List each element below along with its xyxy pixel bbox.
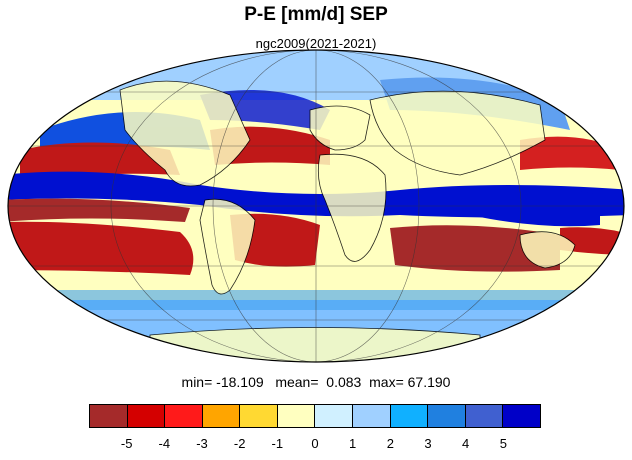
colorbar-segment (315, 405, 354, 427)
max-value: 67.190 (407, 374, 451, 390)
colorbar-segment (503, 405, 540, 427)
mean-value: 0.083 (326, 374, 362, 390)
colorbar-tick-label: 1 (349, 436, 357, 451)
min-value: -18.109 (216, 374, 264, 390)
colorbar-tick-label: -5 (120, 436, 133, 451)
se-pacific-dry (8, 221, 194, 275)
australia (519, 231, 576, 269)
plot-title: P-E [mm/d] SEP (244, 4, 388, 25)
world-map (7, 49, 625, 363)
mean-label: mean= (275, 374, 319, 390)
colorbar-segment (465, 405, 504, 427)
colorbar-segment (240, 405, 278, 427)
equatorial-pacific-dry (8, 198, 190, 222)
colorbar-tick-label: 0 (311, 436, 319, 451)
colorbar-segment (277, 405, 316, 427)
s-indian-dry (390, 225, 560, 272)
colorbar (89, 404, 541, 428)
colorbar-segment (353, 405, 391, 427)
colorbar-ticks: -5 -4 -3 -2 -1 0 1 2 3 4 5 (89, 436, 541, 454)
colorbar-tick-label: 3 (424, 436, 432, 451)
colorbar-tick-label: -4 (158, 436, 171, 451)
colorbar-tick-label: 5 (499, 436, 507, 451)
max-label: max= (369, 374, 404, 390)
antarctica (149, 327, 481, 362)
colorbar-segment (202, 405, 241, 427)
europe (309, 105, 371, 151)
colorbar-tick-label: -2 (233, 436, 246, 451)
plot-subtitle: ngc2009(2021-2021) (255, 36, 377, 51)
asia (369, 90, 546, 176)
colorbar-segment (390, 405, 429, 427)
colorbar-tick-label: -1 (271, 436, 284, 451)
summary-stats: min= -18.109 mean= 0.083 max= 67.190 (0, 374, 632, 390)
nw-pacific-dry (520, 136, 620, 170)
africa (317, 153, 387, 262)
min-label: min= (181, 374, 213, 390)
map-panel (7, 49, 625, 363)
colorbar-segment (165, 405, 203, 427)
colorbar-segment (428, 405, 466, 427)
colorbar-tick-label: 4 (462, 436, 470, 451)
colorbar-segment (127, 405, 166, 427)
colorbar-segment (90, 405, 128, 427)
colorbar-tick-label: -3 (196, 436, 208, 451)
colorbar-tick-label: 2 (386, 436, 394, 451)
map-border (7, 49, 625, 363)
